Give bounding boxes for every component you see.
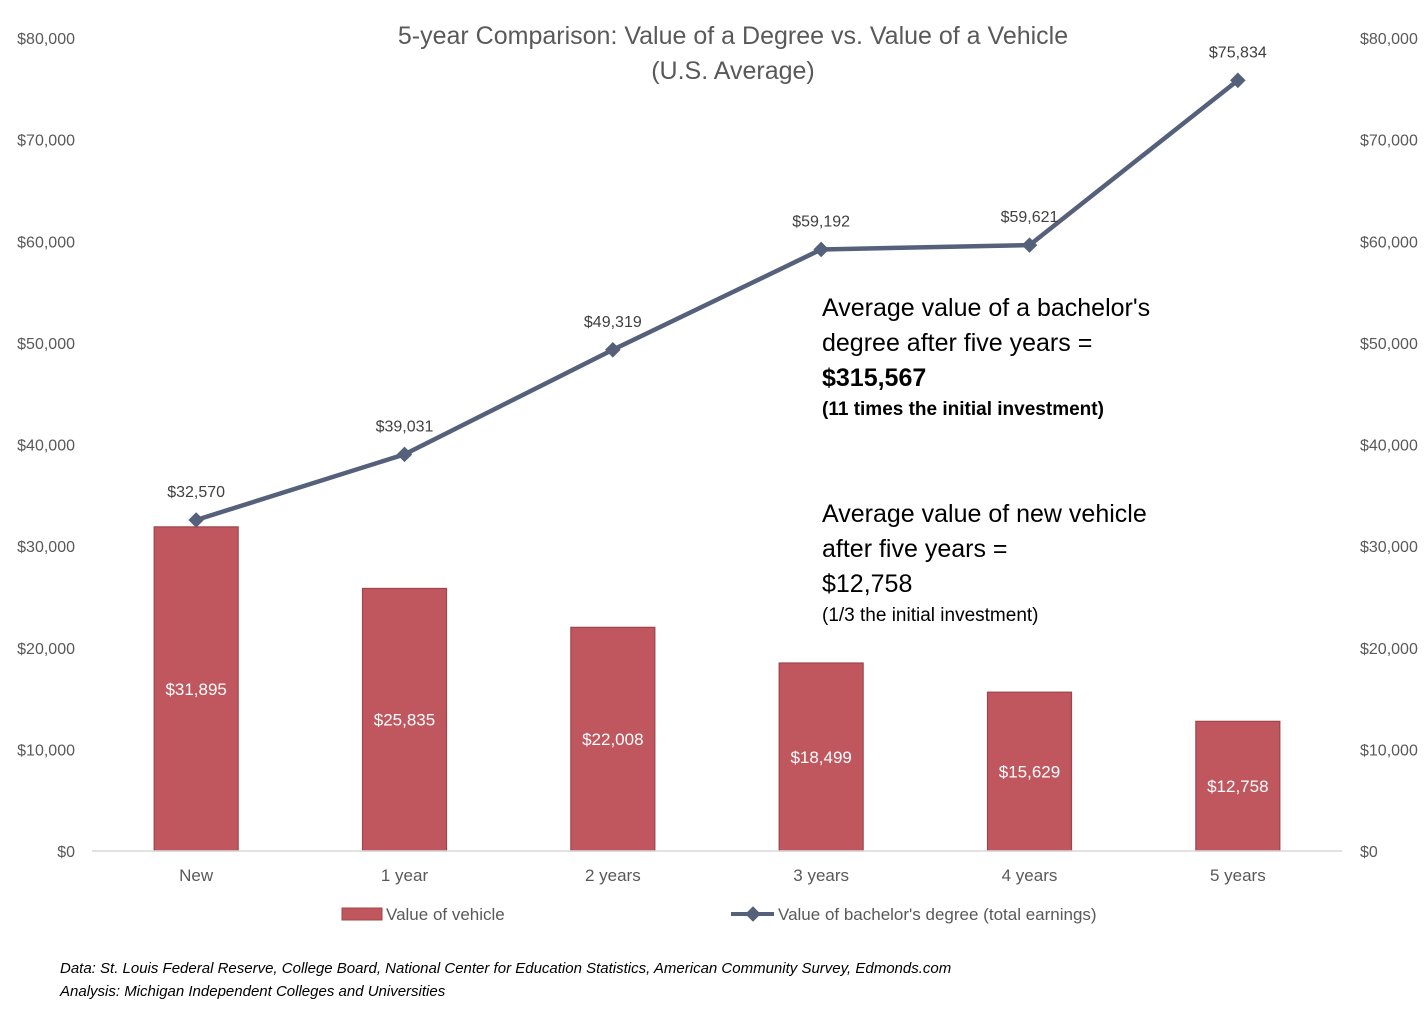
- y2-tick-label: $50,000: [1360, 336, 1418, 353]
- degree-line-point: [188, 512, 204, 528]
- y-tick-label: $30,000: [17, 539, 75, 556]
- y2-tick-label: $60,000: [1360, 234, 1418, 251]
- y-tick-label: $40,000: [17, 438, 75, 455]
- degree-line-path: [195, 78, 1240, 523]
- degree-line-point: [1021, 237, 1038, 253]
- x-axis: New 1 year 2 years 3 years 4 years 5 years: [179, 866, 1266, 885]
- vehicle-annotation-line1: Average value of new vehicle: [822, 500, 1147, 528]
- degree-point-label: $59,621: [1001, 209, 1059, 226]
- y2-tick-label: $0: [1360, 844, 1378, 861]
- vehicle-bar-label: $22,008: [582, 730, 643, 749]
- vehicle-bar: [570, 626, 656, 852]
- y-tick-label: $70,000: [17, 133, 75, 150]
- x-tick-label: 3 years: [793, 866, 849, 885]
- vehicle-annotation-line2: after five years =: [822, 535, 1008, 563]
- y2-tick-label: $80,000: [1360, 31, 1418, 48]
- degree-point-label: $59,192: [792, 213, 850, 230]
- vehicle-bar: [361, 587, 448, 852]
- degree-point-label: $75,834: [1209, 44, 1267, 61]
- vehicle-bars: $31,895 $25,835 $22,008 $18,499 $15,629 $12,7…: [153, 526, 1281, 852]
- y-tick-label: $50,000: [17, 336, 75, 353]
- x-tick-label: 4 years: [1002, 866, 1058, 885]
- legend-label-vehicle: Value of vehicle: [386, 905, 505, 924]
- y-tick-label: $20,000: [17, 641, 75, 658]
- degree-line-point: [396, 446, 413, 463]
- vehicle-annotation-note: (1/3 the initial investment): [822, 605, 1039, 626]
- degree-line: $32,570 $39,031 $49,319 $59,192 $59,621 $75,8…: [167, 44, 1267, 528]
- legend-swatch-vehicle: [341, 907, 383, 921]
- vehicle-bar-label: $18,499: [790, 748, 851, 767]
- legend: Value of vehicle Value of bachelor's deg…: [341, 905, 1097, 924]
- vehicle-annotation: Average value of new vehicle after five …: [822, 497, 1242, 630]
- y2-tick-label: $40,000: [1360, 438, 1418, 455]
- y-tick-label: $80,000: [17, 31, 75, 48]
- y-axis-right: $0 $10,000 $20,000 $30,000 $40,000 $50,000 $60…: [1360, 31, 1418, 861]
- degree-line-point: [605, 342, 621, 358]
- degree-point-label: $49,319: [584, 314, 642, 331]
- degree-annotation-amount: $315,567: [822, 364, 927, 392]
- y-axis-left: $0 $10,000 $20,000 $30,000 $40,000 $50,000 $60…: [17, 31, 75, 861]
- y-tick-label: $10,000: [17, 742, 75, 759]
- source-analysis-note: Analysis: Michigan Independent Colleges …: [60, 983, 446, 1000]
- degree-line-point: [1230, 72, 1246, 89]
- y2-tick-label: $10,000: [1360, 742, 1418, 759]
- y2-tick-label: $70,000: [1360, 133, 1418, 150]
- degree-annotation: Average value of a bachelor's degree aft…: [822, 291, 1242, 424]
- degree-point-label: $32,570: [167, 484, 225, 501]
- x-tick-label: 1 year: [381, 866, 429, 885]
- degree-annotation-line1: Average value of a bachelor's: [822, 294, 1151, 322]
- vehicle-bar-label: $15,629: [999, 763, 1060, 782]
- degree-point-label: $39,031: [376, 418, 434, 435]
- legend-label-degree: Value of bachelor's degree (total earnin…: [778, 905, 1097, 924]
- x-tick-label: 2 years: [585, 866, 641, 885]
- chart-subtitle: (U.S. Average): [651, 57, 815, 85]
- legend-swatch-degree-marker: [745, 906, 761, 922]
- vehicle-bar: [153, 526, 239, 852]
- y-tick-label: $60,000: [17, 234, 75, 251]
- y2-tick-label: $20,000: [1360, 641, 1418, 658]
- vehicle-bar: [778, 662, 864, 852]
- y2-tick-label: $30,000: [1360, 539, 1418, 556]
- chart-title: 5-year Comparison: Value of a Degree vs.…: [398, 22, 1068, 50]
- source-data-note: Data: St. Louis Federal Reserve, College…: [60, 960, 952, 977]
- degree-annotation-line2: degree after five years =: [822, 329, 1093, 357]
- x-tick-label: New: [179, 866, 214, 885]
- y-tick-label: $0: [57, 844, 75, 861]
- vehicle-bar-label: $12,758: [1207, 777, 1268, 796]
- vehicle-bar-label: $31,895: [165, 680, 226, 699]
- degree-line-point: [813, 241, 829, 258]
- vehicle-annotation-amount: $12,758: [822, 570, 913, 598]
- vehicle-bar: [986, 691, 1073, 852]
- degree-annotation-note: (11 times the initial investment): [822, 399, 1104, 420]
- x-tick-label: 5 years: [1210, 866, 1266, 885]
- vehicle-bar-label: $25,835: [374, 711, 435, 730]
